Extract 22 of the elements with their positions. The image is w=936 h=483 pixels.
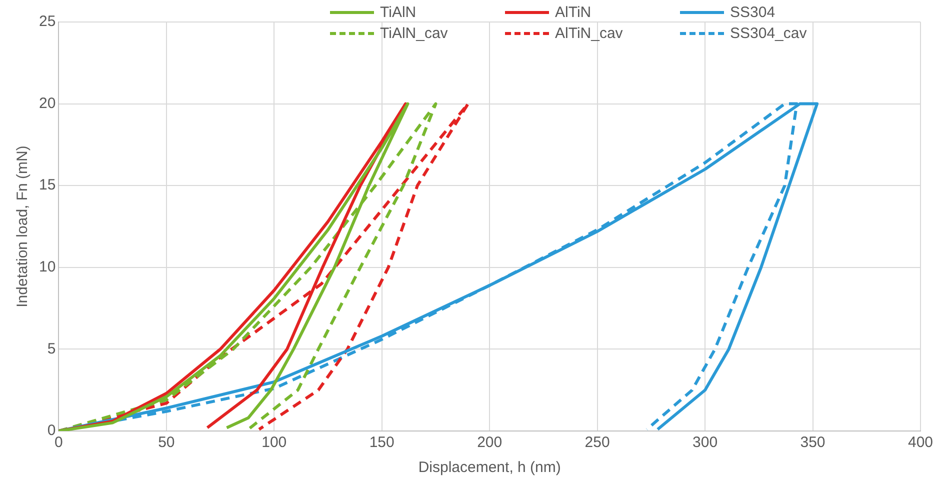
x-tick-label: 400 [908, 434, 933, 452]
x-tick-label: 50 [158, 434, 175, 452]
x-tick-label: 100 [262, 434, 287, 452]
legend-label: TiAlN_cav [380, 25, 448, 42]
y-tick-label: 5 [47, 340, 56, 358]
y-tick-label: 0 [47, 422, 56, 440]
y-axis-title: Indetation load, Fn (mN) [14, 146, 32, 308]
y-tick-label: 25 [38, 13, 56, 30]
y-tick-label: 15 [38, 176, 56, 194]
legend-label: AlTiN [555, 4, 592, 21]
y-tick-label: 20 [38, 94, 56, 112]
y-tick-label: 10 [38, 258, 56, 276]
x-axis-title: Displacement, h (nm) [418, 459, 561, 476]
x-tick-label: 300 [692, 434, 718, 452]
legend-label: SS304 [730, 4, 776, 21]
x-tick-label: 150 [369, 434, 394, 452]
x-tick-label: 250 [584, 434, 610, 452]
legend-label: SS304_cav [730, 25, 807, 42]
legend-label: AlTiN_cav [555, 25, 623, 42]
x-tick-label: 200 [477, 434, 502, 452]
x-tick-label: 350 [800, 434, 826, 452]
legend-label: TiAlN [380, 4, 416, 21]
